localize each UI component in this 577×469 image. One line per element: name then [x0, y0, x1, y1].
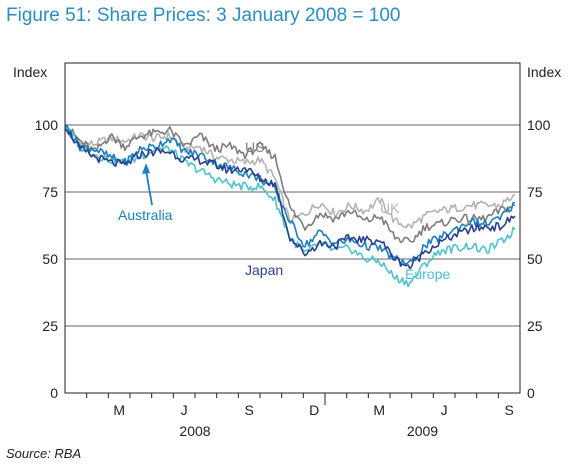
source-note: Source: RBA	[6, 446, 82, 461]
series-label-japan: Japan	[245, 262, 283, 278]
series-label-australia: Australia	[118, 207, 173, 223]
y-tick-label-right: 0	[527, 385, 535, 401]
chart-title: Figure 51: Share Prices: 3 January 2008 …	[6, 5, 401, 26]
y-tick-label-right: 50	[527, 251, 543, 267]
y-unit-left: Index	[13, 64, 47, 80]
series-line-us	[64, 126, 516, 244]
x-tick-label: M	[113, 402, 125, 418]
x-tick-label: S	[244, 402, 253, 418]
x-tick-label: J	[441, 402, 448, 418]
series-line-japan	[64, 128, 516, 270]
series-line-australia	[64, 124, 516, 266]
x-year-label: 2008	[179, 423, 210, 439]
x-tick-label: D	[309, 402, 319, 418]
y-tick-label-right: 75	[527, 184, 543, 200]
x-year-label: 2009	[407, 423, 438, 439]
y-tick-label-left: 0	[50, 385, 58, 401]
y-unit-right: Index	[527, 64, 561, 80]
series-label-us: US	[245, 139, 264, 155]
y-tick-label-right: 25	[527, 318, 543, 334]
series-label-europe: Europe	[405, 266, 450, 282]
y-tick-label-right: 100	[527, 117, 551, 133]
australia-pointer-line	[145, 169, 153, 206]
y-tick-label-left: 75	[42, 184, 58, 200]
y-tick-label-left: 25	[42, 318, 58, 334]
series-label-uk: UK	[380, 200, 400, 216]
plot-frame	[64, 62, 521, 394]
y-tick-label-left: 100	[35, 117, 59, 133]
x-tick-label: S	[504, 402, 513, 418]
y-tick-label-left: 50	[42, 251, 58, 267]
australia-pointer-arrowhead	[142, 163, 150, 174]
x-tick-label: J	[181, 402, 188, 418]
x-tick-label: M	[373, 402, 385, 418]
